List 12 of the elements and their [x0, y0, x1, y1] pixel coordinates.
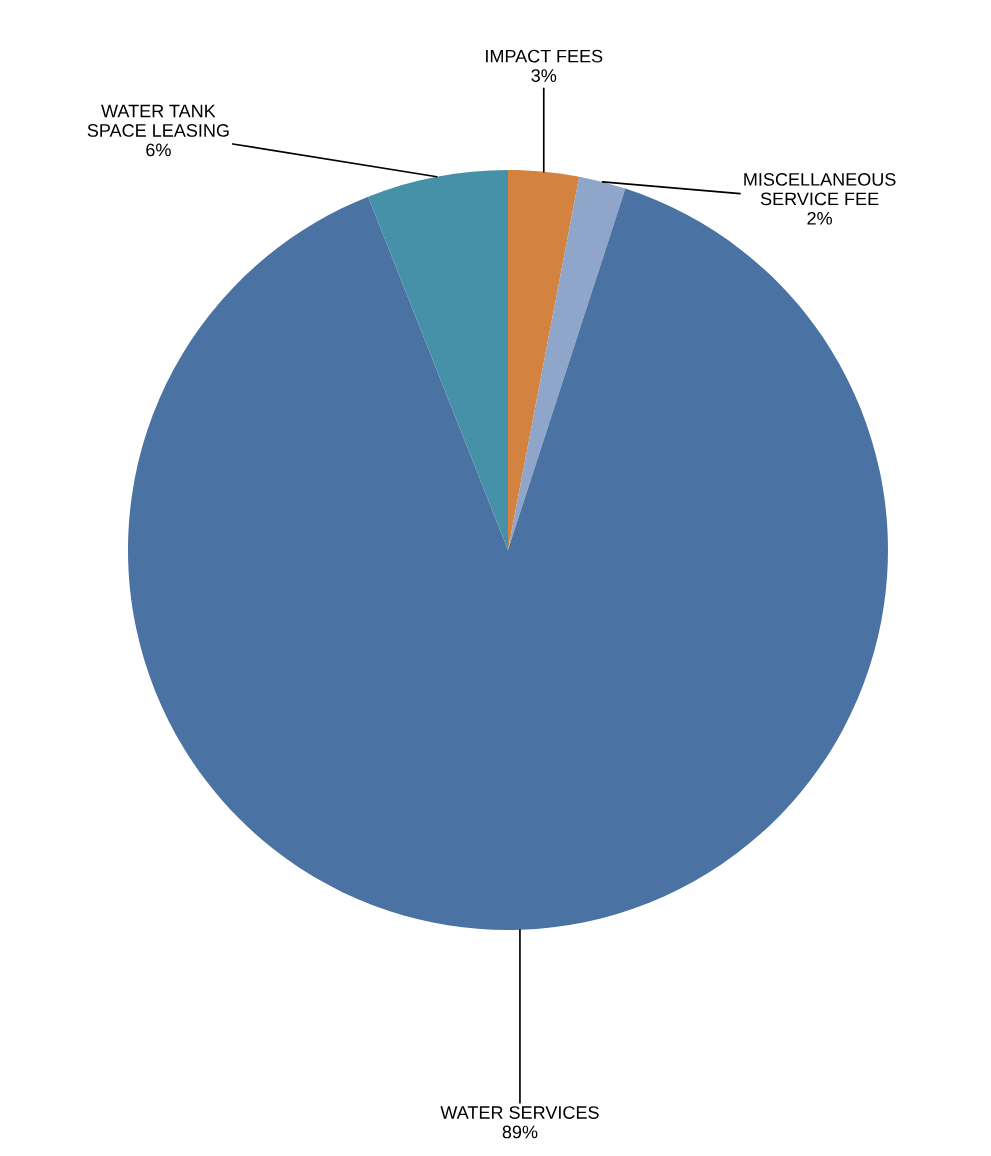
pie-slice	[368, 170, 508, 550]
slice-label: IMPACT FEES	[486, 49, 603, 63]
data-label: 2%	[807, 211, 833, 225]
pie-slice	[508, 176, 626, 550]
data-label: 89%	[502, 1125, 538, 1139]
slice-label: WATER SERVICES	[440, 1106, 599, 1119]
data-label: 3%	[531, 69, 557, 82]
slice-label: MISCELLANEOUS SERVICE FEE	[744, 173, 896, 206]
data-label: 6%	[146, 143, 171, 157]
pie-slice	[508, 170, 580, 550]
pie-slice	[128, 188, 888, 930]
slice-label: WATER TANK SPACE LEASING	[87, 104, 229, 137]
